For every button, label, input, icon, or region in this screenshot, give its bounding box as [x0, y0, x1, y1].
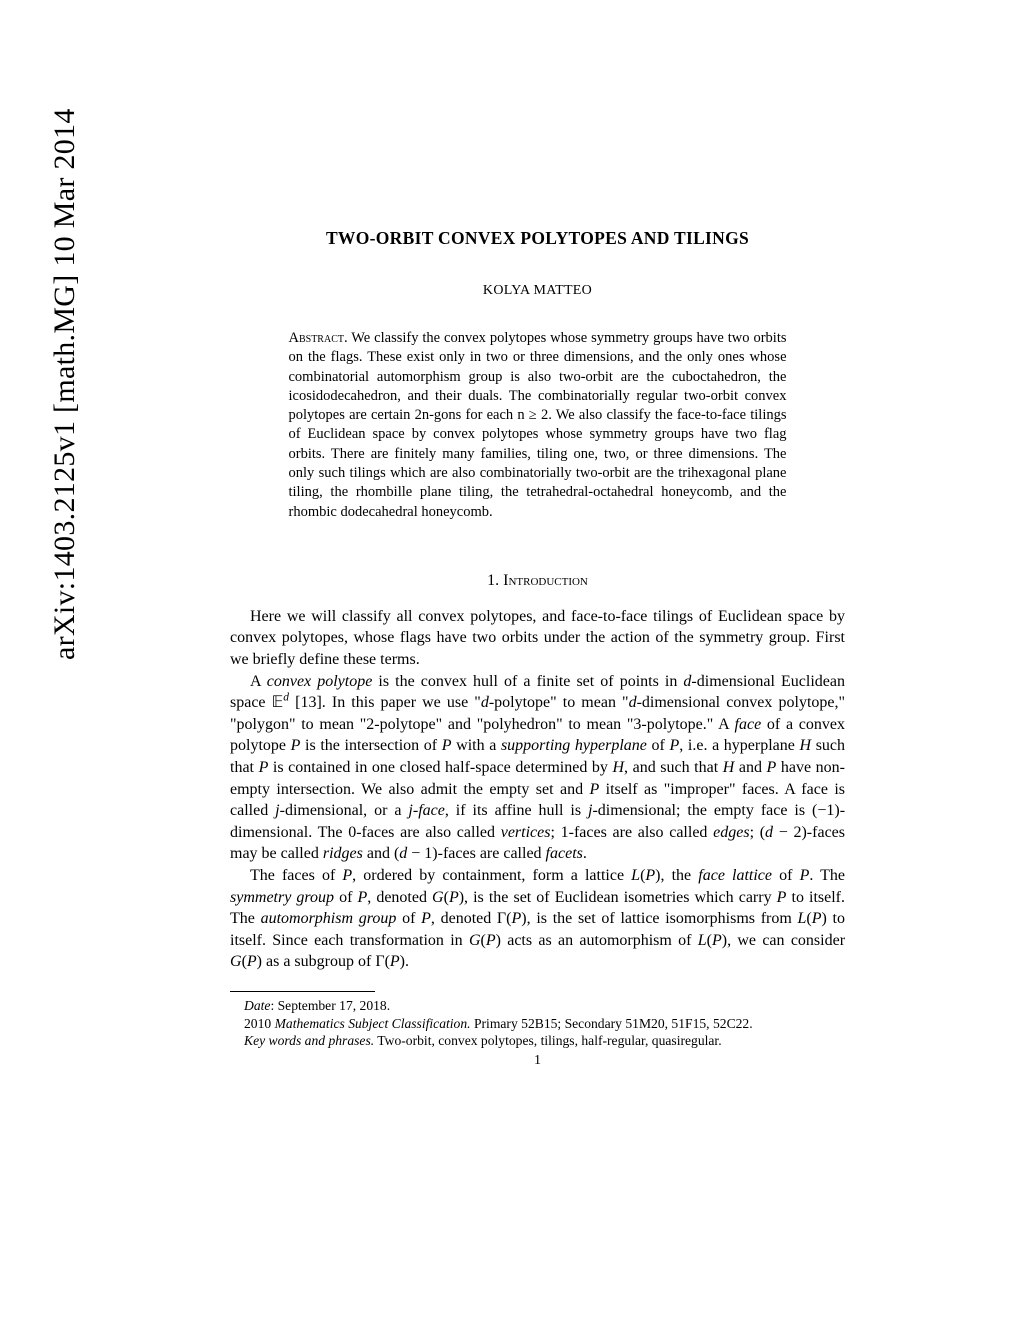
paper-title: TWO-ORBIT CONVEX POLYTOPES AND TILINGS: [230, 228, 845, 249]
paragraph: Here we will classify all convex polytop…: [230, 606, 845, 671]
section-heading: 1. Introduction: [230, 572, 845, 590]
page-number: 1: [230, 1053, 845, 1069]
paragraph: The faces of P, ordered by containment, …: [230, 865, 845, 973]
footnote-msc-text: Primary 52B15; Secondary 51M20, 51F15, 5…: [471, 1016, 753, 1031]
footnote-msc-year: 2010: [244, 1016, 271, 1031]
paper-author: KOLYA MATTEO: [230, 283, 845, 299]
footnote-keywords-text: Two-orbit, convex polytopes, tilings, ha…: [374, 1033, 721, 1048]
section-number: 1.: [487, 572, 499, 589]
section-name: Introduction: [503, 572, 588, 589]
footnote-date-label: Date: [244, 998, 270, 1013]
abstract: Abstract. We classify the convex polytop…: [289, 329, 787, 522]
footnotes: Date: September 17, 2018. 2010 Mathemati…: [230, 997, 845, 1050]
footnote-msc: 2010 Mathematics Subject Classification.…: [230, 1015, 845, 1033]
footnote-date-text: : September 17, 2018.: [270, 998, 390, 1013]
paper-content: TWO-ORBIT CONVEX POLYTOPES AND TILINGS K…: [230, 228, 845, 1069]
arxiv-stamp: arXiv:1403.2125v1 [math.MG] 10 Mar 2014: [48, 108, 82, 660]
footnote-rule: [230, 991, 375, 992]
footnote-msc-label: Mathematics Subject Classification.: [275, 1016, 471, 1031]
abstract-label: Abstract.: [289, 330, 348, 346]
footnote-date: Date: September 17, 2018.: [230, 997, 845, 1015]
footnote-keywords-label: Key words and phrases.: [244, 1033, 374, 1048]
abstract-text: We classify the convex polytopes whose s…: [289, 330, 787, 520]
footnote-keywords: Key words and phrases. Two-orbit, convex…: [230, 1032, 845, 1050]
paragraph: A convex polytope is the convex hull of …: [230, 671, 845, 865]
body-text: Here we will classify all convex polytop…: [230, 606, 845, 973]
